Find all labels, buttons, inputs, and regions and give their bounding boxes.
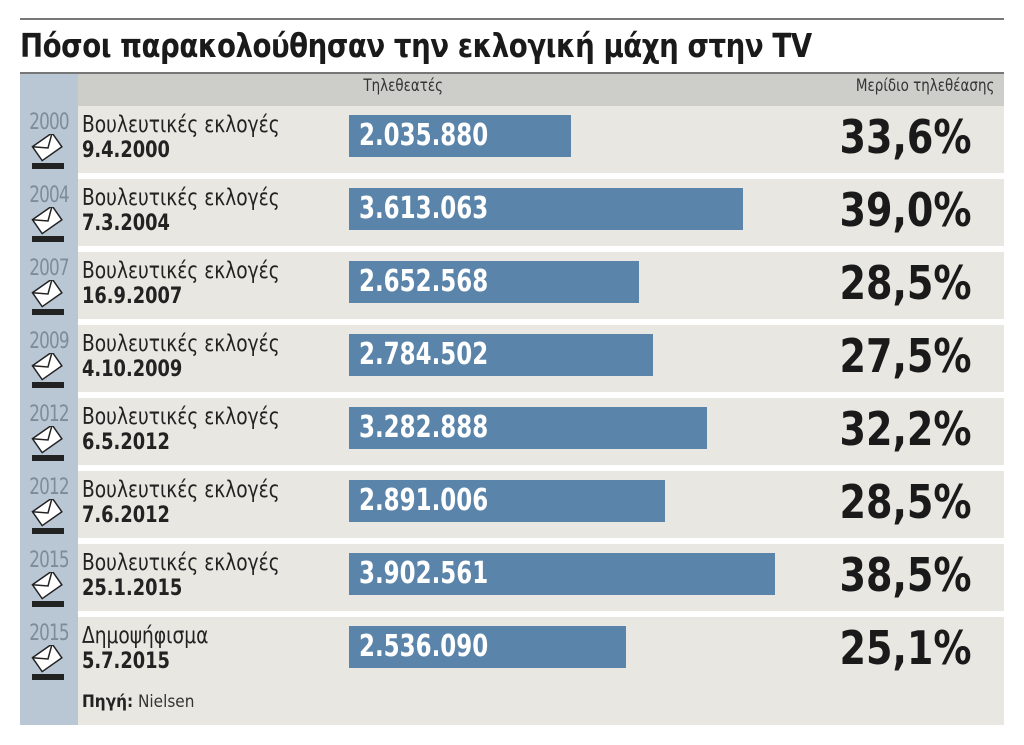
date-label: 5.7.2015 bbox=[82, 649, 170, 674]
chart-row: 2007 Βουλευτικές εκλογές 16.9.2007 2.652.56… bbox=[29, 252, 1004, 319]
year-label: 2007 bbox=[29, 256, 69, 281]
event-label: Βουλευτικές εκλογές bbox=[82, 258, 280, 284]
ballot-envelope-icon bbox=[28, 277, 68, 316]
ballot-envelope-icon bbox=[28, 423, 68, 462]
viewers-data-label: 2.536.090 bbox=[359, 629, 489, 664]
viewers-header: Τηλεθεατές bbox=[363, 76, 444, 96]
chart-row: 2015 Βουλευτικές εκλογές 25.1.2015 3.902.56… bbox=[29, 544, 1004, 611]
chart-row: 2009 Βουλευτικές εκλογές 4.10.2009 2.784.50… bbox=[29, 325, 1004, 392]
viewers-bar bbox=[349, 626, 626, 668]
viewers-data-label: 3.613.063 bbox=[359, 191, 489, 226]
year-label: 2012 bbox=[29, 402, 69, 427]
source-label: Πηγή: bbox=[82, 692, 134, 712]
ballot-envelope-icon bbox=[28, 350, 68, 389]
share-data-label: 38,5% bbox=[839, 548, 972, 602]
year-label: 2012 bbox=[29, 475, 69, 500]
chart-row: 2004 Βουλευτικές εκλογές 7.3.2004 3.613.063… bbox=[29, 179, 1004, 246]
ballot-envelope-icon bbox=[28, 642, 68, 681]
viewers-data-label: 2.035.880 bbox=[359, 118, 489, 153]
chart-row: 2015 Δημοψήφισμα 5.7.2015 2.536.090 25,1% bbox=[29, 617, 1004, 725]
top-rule bbox=[20, 18, 1004, 20]
chart-row: 2012 Βουλευτικές εκλογές 7.6.2012 2.891.006… bbox=[29, 471, 1004, 538]
viewers-bar bbox=[349, 407, 707, 449]
viewers-data-label: 3.282.888 bbox=[359, 410, 489, 445]
share-data-label: 25,1% bbox=[839, 621, 972, 675]
source-note: Πηγή: Nielsen bbox=[82, 692, 194, 712]
share-header: Μερίδιο τηλεθέασης bbox=[855, 76, 994, 96]
viewers-data-label: 2.891.006 bbox=[359, 483, 489, 518]
event-label: Βουλευτικές εκλογές bbox=[82, 112, 280, 138]
year-label: 2015 bbox=[29, 548, 69, 573]
share-data-label: 28,5% bbox=[839, 256, 972, 310]
event-label: Βουλευτικές εκλογές bbox=[82, 185, 280, 211]
date-label: 7.6.2012 bbox=[82, 503, 170, 528]
event-label: Βουλευτικές εκλογές bbox=[82, 550, 280, 576]
year-column bbox=[20, 74, 78, 725]
chart-row: 2012 Βουλευτικές εκλογές 6.5.2012 3.282.888… bbox=[29, 398, 1004, 465]
year-label: 2009 bbox=[29, 329, 69, 354]
viewers-bar bbox=[349, 334, 653, 376]
source-value: Nielsen bbox=[137, 692, 195, 712]
viewers-data-label: 2.784.502 bbox=[359, 337, 489, 372]
share-data-label: 32,2% bbox=[839, 402, 972, 456]
chart-row: 2000 Βουλευτικές εκλογές 9.4.2000 2.035.880… bbox=[29, 106, 1004, 173]
viewers-bar bbox=[349, 480, 665, 522]
date-label: 9.4.2000 bbox=[82, 138, 170, 163]
ballot-envelope-icon bbox=[28, 204, 68, 243]
year-label: 2000 bbox=[29, 110, 69, 135]
share-data-label: 39,0% bbox=[839, 183, 972, 237]
date-label: 6.5.2012 bbox=[82, 430, 170, 455]
event-label: Δημοψήφισμα bbox=[82, 623, 209, 649]
ballot-envelope-icon bbox=[28, 496, 68, 535]
share-data-label: 33,6% bbox=[839, 110, 972, 164]
ballot-envelope-icon bbox=[28, 569, 68, 608]
ballot-envelope-icon bbox=[28, 131, 68, 170]
column-header-bar bbox=[20, 72, 1004, 106]
event-label: Βουλευτικές εκλογές bbox=[82, 477, 280, 503]
share-data-label: 27,5% bbox=[839, 329, 972, 383]
date-label: 7.3.2004 bbox=[82, 211, 170, 236]
share-data-label: 28,5% bbox=[839, 475, 972, 529]
date-label: 4.10.2009 bbox=[82, 357, 183, 382]
date-label: 25.1.2015 bbox=[82, 576, 183, 601]
year-label: 2004 bbox=[29, 183, 69, 208]
chart-title: Πόσοι παρακολούθησαν την εκλογική μάχη σ… bbox=[20, 26, 812, 65]
viewers-bar bbox=[349, 188, 743, 230]
viewers-bar bbox=[349, 261, 639, 303]
event-label: Βουλευτικές εκλογές bbox=[82, 404, 280, 430]
year-label: 2015 bbox=[29, 621, 69, 646]
event-label: Βουλευτικές εκλογές bbox=[82, 331, 280, 357]
viewers-bar bbox=[349, 115, 571, 157]
viewers-data-label: 2.652.568 bbox=[359, 264, 489, 299]
date-label: 16.9.2007 bbox=[82, 284, 183, 309]
viewers-data-label: 3.902.561 bbox=[359, 556, 489, 591]
viewers-bar bbox=[349, 553, 775, 595]
